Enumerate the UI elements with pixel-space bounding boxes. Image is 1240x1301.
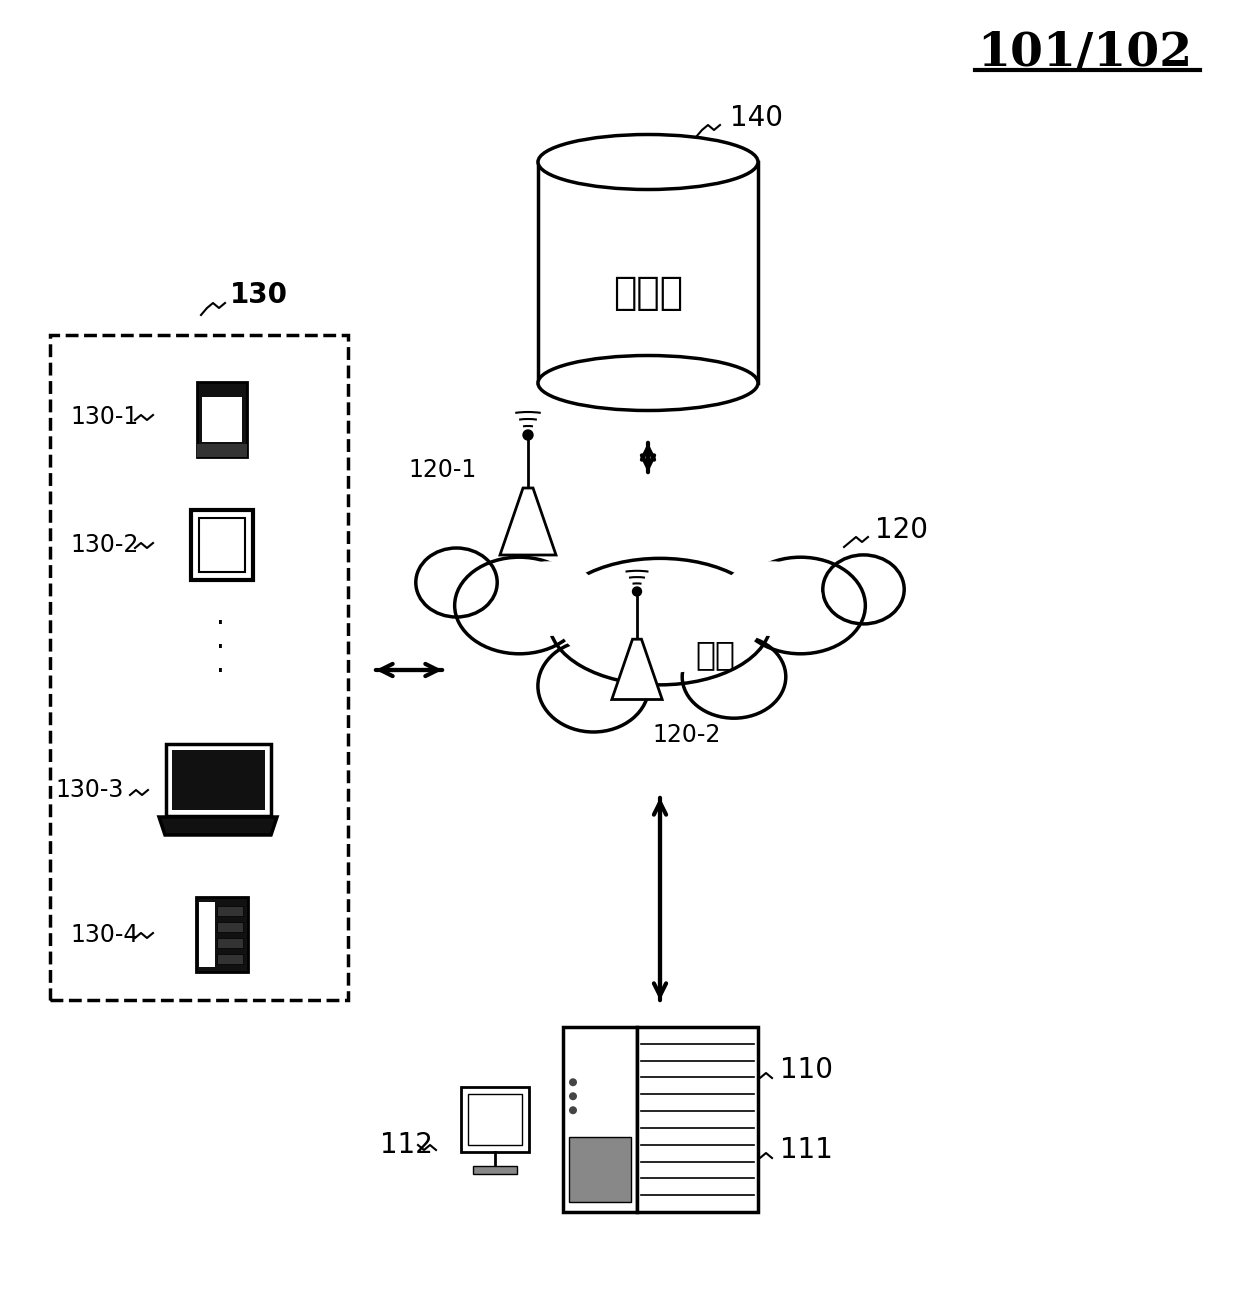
Text: 140: 140 (730, 104, 782, 131)
Circle shape (569, 1093, 577, 1101)
Circle shape (569, 1106, 577, 1114)
Polygon shape (500, 488, 556, 556)
Text: 存储器: 存储器 (613, 273, 683, 311)
Bar (202, 397, 242, 442)
Bar (197, 444, 247, 457)
Ellipse shape (823, 556, 904, 624)
Text: 111: 111 (780, 1136, 833, 1164)
Ellipse shape (558, 570, 761, 674)
Text: 110: 110 (780, 1056, 833, 1084)
Bar (563, 1026, 637, 1213)
Bar (637, 1026, 758, 1213)
Bar (198, 518, 246, 572)
Bar (50, 334, 348, 1000)
Bar (217, 938, 243, 948)
Ellipse shape (720, 561, 822, 636)
Ellipse shape (455, 557, 584, 654)
Text: 120: 120 (875, 516, 928, 544)
Circle shape (632, 587, 641, 596)
Bar (172, 749, 265, 811)
Text: 网络: 网络 (694, 639, 735, 671)
Ellipse shape (538, 134, 758, 190)
Circle shape (523, 431, 533, 440)
Text: 130: 130 (229, 281, 288, 310)
Bar (538, 163, 758, 382)
Polygon shape (159, 817, 277, 835)
Text: 101/102: 101/102 (977, 29, 1193, 75)
Bar (166, 744, 272, 816)
Ellipse shape (415, 548, 497, 617)
Bar (569, 1137, 631, 1202)
Circle shape (569, 1079, 577, 1086)
Bar (196, 896, 248, 972)
Ellipse shape (538, 640, 649, 732)
Ellipse shape (735, 557, 866, 654)
Bar (197, 382, 247, 457)
Text: 130-1: 130-1 (69, 405, 138, 429)
Text: ·
·
·: · · · (216, 610, 224, 686)
Polygon shape (611, 639, 662, 700)
Ellipse shape (682, 635, 786, 718)
Bar (467, 1094, 522, 1145)
Bar (461, 1088, 529, 1151)
Text: 130-4: 130-4 (69, 922, 139, 947)
Text: 112: 112 (379, 1131, 433, 1159)
Ellipse shape (538, 355, 758, 411)
Bar (198, 902, 215, 967)
Text: 120-1: 120-1 (408, 458, 476, 481)
Bar (217, 954, 243, 964)
Bar (217, 922, 243, 932)
Ellipse shape (498, 561, 600, 636)
Text: 130-3: 130-3 (55, 778, 123, 801)
Text: 130-2: 130-2 (69, 533, 139, 557)
Text: 120-2: 120-2 (652, 723, 720, 747)
Bar (217, 905, 243, 916)
Bar (191, 510, 253, 580)
Bar (472, 1166, 517, 1174)
Ellipse shape (549, 558, 771, 684)
